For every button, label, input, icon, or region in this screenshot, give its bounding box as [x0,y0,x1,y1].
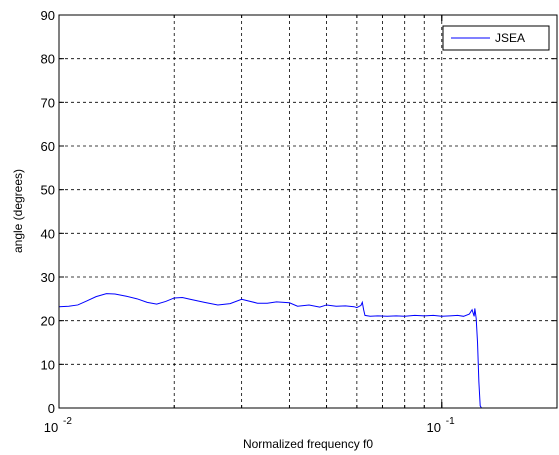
legend: JSEA [442,25,550,51]
x-tick-label-exponent: -1 [446,416,455,427]
y-tick-label: 80 [41,52,55,67]
grid [59,15,557,408]
y-tick-label: 40 [41,226,55,241]
ticks [58,14,557,409]
x-tick-label-base: 10 [44,420,58,435]
legend-label: JSEA [495,31,525,45]
x-tick-label-base: 10 [427,420,441,435]
plot-frame [58,14,558,409]
tick-labels: 0 10 20 30 40 50 60 70 80 90 10 -2 10 -1 [41,8,456,435]
series-layer [58,293,557,409]
y-tick-label: 0 [48,401,55,416]
x-tick-label: 10 -2 [44,416,73,435]
y-tick-label: 70 [41,95,55,110]
y-tick-label: 90 [41,8,55,23]
series-line-jsea [58,293,557,409]
y-tick-label: 60 [41,139,55,154]
x-tick-label: 10 -1 [427,416,456,435]
plot-background [59,15,557,408]
y-tick-label: 20 [41,314,55,329]
y-axis-label: angle (degrees) [11,169,25,253]
y-tick-label: 30 [41,270,55,285]
y-tick-label: 10 [41,357,55,372]
x-tick-label-exponent: -2 [63,416,72,427]
x-axis-label: Normalized frequency f0 [243,437,373,451]
y-tick-label: 50 [41,183,55,198]
